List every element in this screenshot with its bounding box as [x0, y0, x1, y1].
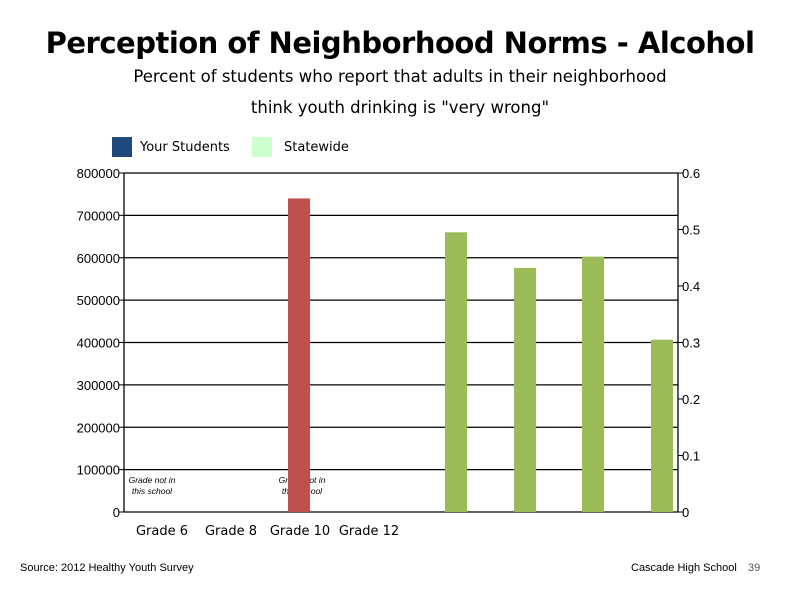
x-tick-label: Grade 10 — [270, 524, 330, 539]
green-bar — [514, 267, 536, 512]
y-right-tick-label: 0.4 — [682, 279, 700, 294]
y-right-tick-label: 0.2 — [682, 392, 700, 407]
y-left-tick-label: 0 — [113, 505, 120, 520]
y-right-tick-label: 0.3 — [682, 336, 700, 351]
green-bar — [582, 256, 604, 512]
page-number: 39 — [748, 562, 761, 574]
x-tick-label: Grade 12 — [339, 524, 399, 539]
x-tick-label: Grade 6 — [136, 524, 188, 539]
y-left-tick-label: 200000 — [77, 420, 120, 435]
red-bar — [288, 198, 310, 513]
y-left-tick-label: 400000 — [77, 336, 120, 351]
annotation-line1: Grade not in — [129, 475, 176, 485]
y-right-tick-label: 0 — [682, 505, 689, 520]
green-bar — [651, 339, 673, 512]
y-left-tick-label: 300000 — [77, 378, 120, 393]
legend-your-students: Your Students — [112, 137, 230, 157]
source-note: Source: 2012 Healthy Youth Survey — [20, 562, 194, 574]
legend-statewide: Statewide — [252, 137, 349, 157]
x-tick-label: Grade 8 — [205, 524, 257, 539]
y-right-tick-label: 0.6 — [682, 166, 700, 181]
legend-swatch-statewide — [252, 137, 272, 157]
legend-label-statewide: Statewide — [284, 139, 349, 155]
y-right-tick-label: 0.1 — [682, 449, 700, 464]
y-left-tick-label: 100000 — [77, 463, 120, 478]
chart-subtitle-line1: Percent of students who report that adul… — [133, 67, 667, 86]
green-bar — [445, 232, 467, 512]
chart-subtitle-line2: think youth drinking is "very wrong" — [250, 98, 550, 117]
school-name: Cascade High School — [631, 562, 737, 574]
y-left-tick-label: 600000 — [77, 251, 120, 266]
chart-title: Perception of Neighborhood Norms - Alcoh… — [45, 26, 755, 60]
legend-swatch-your-students — [112, 137, 132, 157]
y-right-tick-label: 0.5 — [682, 223, 700, 238]
y-left-tick-label: 500000 — [77, 293, 120, 308]
legend-label-your-students: Your Students — [140, 139, 230, 155]
y-left-tick-label: 800000 — [77, 166, 120, 181]
y-left-tick-label: 700000 — [77, 208, 120, 223]
annotation-line2: this school — [132, 486, 173, 496]
